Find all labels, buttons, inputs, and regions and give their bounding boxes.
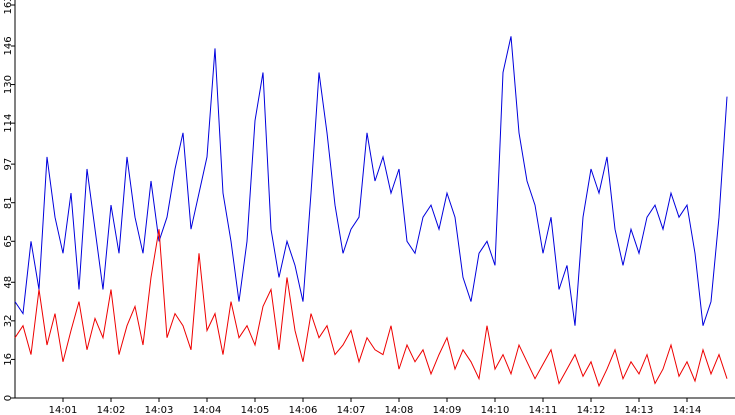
x-tick-label: 14:02 <box>97 405 126 415</box>
x-tick-label: 14:04 <box>193 405 222 415</box>
x-tick-label: 14:01 <box>49 405 78 415</box>
x-tick-label: 14:08 <box>385 405 414 415</box>
x-tick-label: 14:06 <box>289 405 318 415</box>
series-line <box>14 229 728 388</box>
y-tick-label: 32 <box>3 314 14 327</box>
x-tick-label: 14:10 <box>481 405 510 415</box>
y-tick-label: 163 <box>3 0 14 15</box>
x-tick-label: 14:12 <box>577 405 606 415</box>
x-tick-label: 14:03 <box>145 405 174 415</box>
x-tick-label: 14:14 <box>673 405 702 415</box>
x-tick-label: 14:07 <box>337 405 366 415</box>
y-tick-label: 0 <box>3 395 14 401</box>
series-line <box>14 36 728 326</box>
x-tick-label: 14:09 <box>433 405 462 415</box>
y-tick-label: 97 <box>3 158 14 171</box>
y-tick-label: 16 <box>3 353 14 366</box>
y-tick-label: 114 <box>3 114 14 133</box>
y-tick-label: 130 <box>3 75 14 94</box>
x-tick-label: 14:13 <box>625 405 654 415</box>
y-tick-label: 81 <box>3 196 14 209</box>
x-tick-label: 14:11 <box>529 405 558 415</box>
y-tick-label: 146 <box>3 36 14 55</box>
y-tick-label: 48 <box>3 276 14 289</box>
y-tick-label: 65 <box>3 235 14 248</box>
x-tick-label: 14:05 <box>241 405 270 415</box>
